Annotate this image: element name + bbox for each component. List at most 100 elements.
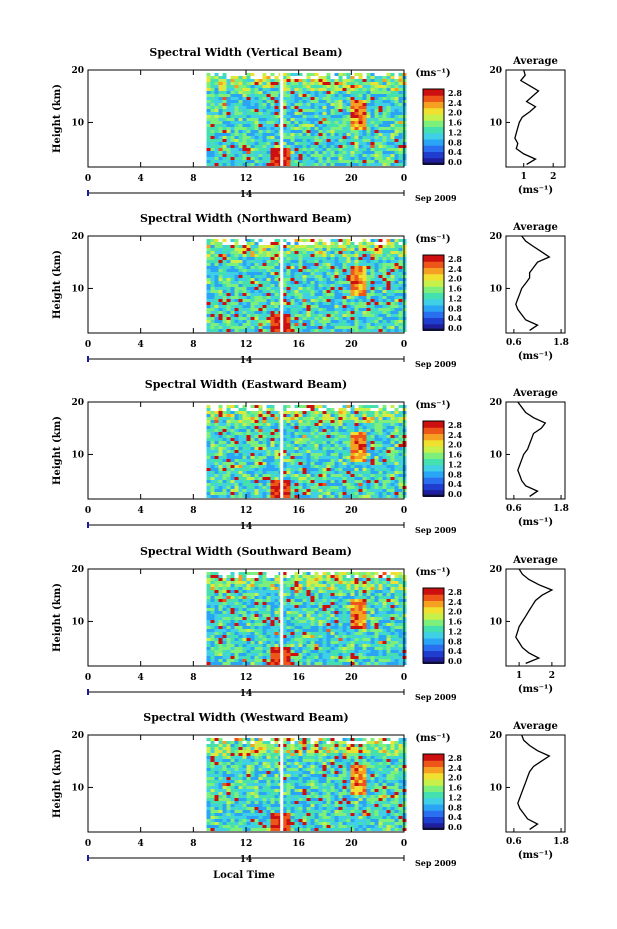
heatmap-cell — [258, 417, 263, 420]
heatmap-cell — [330, 245, 335, 248]
heatmap-cell — [254, 329, 259, 332]
heatmap-cell — [262, 85, 267, 88]
heatmap-cell — [374, 254, 379, 257]
heatmap-cell — [370, 151, 375, 154]
heatmap-cell — [234, 248, 239, 251]
heatmap-cell — [306, 290, 311, 293]
heatmap-cell — [310, 73, 315, 76]
heatmap-cell — [362, 495, 367, 498]
heatmap-cell — [386, 417, 391, 420]
heatmap-cell — [398, 85, 403, 88]
heatmap-cell — [238, 435, 243, 438]
heatmap-cell — [330, 88, 335, 91]
heatmap-cell — [358, 408, 363, 411]
heatmap-cell — [382, 408, 387, 411]
heatmap-cell — [302, 103, 307, 106]
heatmap-cell — [226, 263, 231, 266]
heatmap-cell — [398, 239, 403, 242]
heatmap-cell — [282, 245, 287, 248]
heatmap-cell — [270, 284, 275, 287]
heatmap-cell — [370, 133, 375, 136]
heatmap-cell — [330, 239, 335, 242]
heatmap-cell — [230, 450, 235, 453]
heatmap-cell — [310, 326, 315, 329]
heatmap-cell — [238, 94, 243, 97]
heatmap-cell — [398, 100, 403, 103]
heatmap-cell — [358, 263, 363, 266]
heatmap-cell — [234, 299, 239, 302]
heatmap-cell — [346, 142, 351, 145]
heatmap-cell — [214, 638, 219, 641]
heatmap-cell — [206, 474, 211, 477]
heatmap-cell — [246, 456, 251, 459]
heatmap-cell — [378, 254, 383, 257]
heatmap-cell — [222, 263, 227, 266]
heatmap-cell — [326, 272, 331, 275]
heatmap-cell — [358, 459, 363, 462]
heatmap-cell — [322, 148, 327, 151]
heatmap-cell — [230, 151, 235, 154]
heatmap-cell — [310, 106, 315, 109]
heatmap-cell — [234, 284, 239, 287]
heatmap-cell — [206, 311, 211, 314]
heatmap-cell — [362, 281, 367, 284]
heatmap-cell — [286, 154, 291, 157]
heatmap-cell — [230, 275, 235, 278]
heatmap-cell — [286, 73, 291, 76]
heatmap-cell — [302, 477, 307, 480]
heatmap-cell — [338, 311, 343, 314]
heatmap-cell — [206, 605, 211, 608]
heatmap-cell — [274, 296, 279, 299]
heatmap-cell — [350, 269, 355, 272]
heatmap-cell — [246, 130, 251, 133]
heatmap-cell — [334, 260, 339, 263]
heatmap-cell — [294, 148, 299, 151]
heatmap-cell — [386, 432, 391, 435]
heatmap-cell — [286, 103, 291, 106]
heatmap-cell — [218, 248, 223, 251]
heatmap-cell — [386, 251, 391, 254]
heatmap-cell — [310, 486, 315, 489]
heatmap-cell — [290, 278, 295, 281]
heatmap-cell — [246, 287, 251, 290]
heatmap-cell — [254, 290, 259, 293]
heatmap-cell — [270, 444, 275, 447]
heatmap-cell — [246, 308, 251, 311]
heatmap-cell — [234, 85, 239, 88]
heatmap-cell — [206, 317, 211, 320]
heatmap-cell — [258, 97, 263, 100]
heatmap-cell — [226, 453, 231, 456]
heatmap-cell — [334, 91, 339, 94]
heatmap-cell — [246, 106, 251, 109]
heatmap-cell — [210, 79, 215, 82]
heatmap-cell — [354, 148, 359, 151]
heatmap-cell — [298, 489, 303, 492]
heatmap-cell — [322, 462, 327, 465]
heatmap-cell — [226, 489, 231, 492]
heatmap-cell — [294, 145, 299, 148]
heatmap-cell — [334, 450, 339, 453]
heatmap-cell — [274, 486, 279, 489]
heatmap-cell — [394, 269, 399, 272]
y-tick-label: 10 — [71, 118, 84, 128]
heatmap-cell — [314, 429, 319, 432]
heatmap-cell — [294, 441, 299, 444]
heatmap-cell — [210, 130, 215, 133]
heatmap-cell — [378, 263, 383, 266]
heatmap-cell — [342, 405, 347, 408]
heatmap-cell — [370, 76, 375, 79]
heatmap-cells — [206, 236, 407, 333]
heatmap-cell — [394, 477, 399, 480]
heatmap-cell — [214, 575, 219, 578]
heatmap-cell — [274, 133, 279, 136]
heatmap-cell — [206, 154, 211, 157]
heatmap-cell — [326, 133, 331, 136]
heatmap-cell — [346, 272, 351, 275]
heatmap-cell — [350, 112, 355, 115]
heatmap-cell — [354, 260, 359, 263]
heatmap-cell — [302, 323, 307, 326]
heatmap-cell — [214, 145, 219, 148]
heatmap-cell — [346, 82, 351, 85]
x-tick-label: 8 — [190, 174, 196, 184]
heatmap-cell — [314, 483, 319, 486]
